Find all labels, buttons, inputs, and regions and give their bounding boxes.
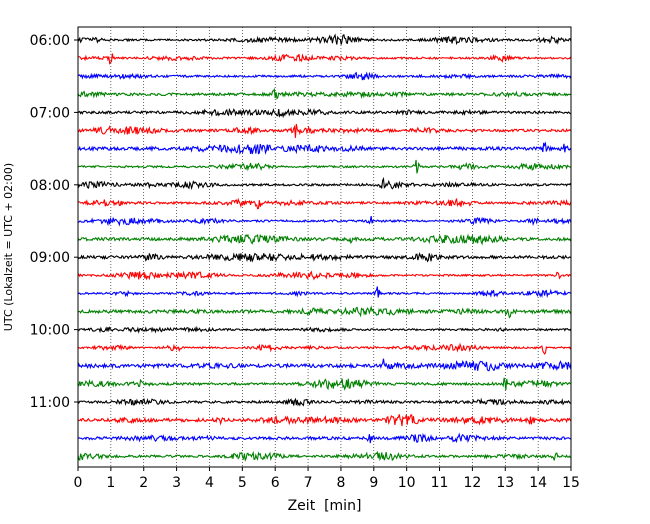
y-tick-label-07:00: 07:00 bbox=[30, 105, 70, 121]
x-tick-label-13: 13 bbox=[496, 475, 514, 491]
x-tick-label-1: 1 bbox=[106, 475, 115, 491]
trace-07:45 bbox=[77, 159, 572, 174]
trace-07:15 bbox=[77, 123, 572, 138]
trace-07:30 bbox=[77, 141, 572, 156]
trace-09:15 bbox=[77, 270, 572, 281]
y-axis-label: UTC (Lokalzeit = UTC + 02:00) bbox=[2, 163, 15, 331]
x-tick-label-14: 14 bbox=[529, 475, 547, 491]
x-tick-label-4: 4 bbox=[205, 475, 214, 491]
x-tick-label-6: 6 bbox=[271, 475, 280, 491]
x-tick-label-15: 15 bbox=[562, 475, 580, 491]
plot-background bbox=[78, 27, 571, 467]
y-axis-ticks: 06:00 07:00 08:00 09:00 10:00 11:00 bbox=[30, 33, 78, 411]
trace-08:30 bbox=[77, 215, 572, 227]
seismogram-traces bbox=[77, 33, 572, 462]
y-tick-label-10:00: 10:00 bbox=[30, 323, 70, 339]
x-tick-label-9: 9 bbox=[369, 475, 378, 491]
trace-11:00 bbox=[77, 397, 572, 407]
trace-08:00 bbox=[77, 176, 572, 191]
plot-frame bbox=[77, 26, 572, 468]
trace-06:15 bbox=[77, 53, 572, 65]
x-axis-label: Zeit [min] bbox=[288, 498, 362, 514]
vertical-gridlines bbox=[110, 27, 539, 467]
x-tick-label-3: 3 bbox=[172, 475, 181, 491]
y-tick-label-11:00: 11:00 bbox=[30, 395, 70, 411]
x-tick-label-8: 8 bbox=[336, 475, 345, 491]
trace-06:00 bbox=[77, 33, 572, 46]
x-tick-label-0: 0 bbox=[74, 475, 83, 491]
trace-09:30 bbox=[77, 286, 572, 299]
trace-07:00 bbox=[77, 108, 572, 119]
y-tick-label-09:00: 09:00 bbox=[30, 250, 70, 266]
x-tick-label-11: 11 bbox=[431, 475, 449, 491]
trace-06:45 bbox=[77, 87, 572, 100]
trace-09:45 bbox=[77, 305, 572, 319]
trace-06:30 bbox=[77, 71, 572, 81]
x-tick-label-10: 10 bbox=[398, 475, 416, 491]
trace-10:45 bbox=[77, 377, 572, 391]
y-tick-label-06:00: 06:00 bbox=[30, 33, 70, 49]
trace-10:15 bbox=[77, 342, 572, 355]
trace-11:45 bbox=[77, 450, 572, 462]
x-tick-label-12: 12 bbox=[463, 475, 481, 491]
trace-09:00 bbox=[77, 252, 572, 263]
trace-08:45 bbox=[77, 233, 572, 246]
x-axis-ticks: 0 1 2 3 4 5 6 7 8 9 10 11 12 13 14 15 bbox=[74, 467, 580, 491]
trace-11:15 bbox=[77, 414, 572, 427]
x-tick-label-7: 7 bbox=[304, 475, 313, 491]
trace-10:30 bbox=[77, 358, 572, 372]
trace-10:00 bbox=[77, 325, 572, 334]
x-tick-label-5: 5 bbox=[238, 475, 247, 491]
x-tick-label-2: 2 bbox=[139, 475, 148, 491]
trace-08:15 bbox=[77, 197, 572, 210]
y-tick-label-08:00: 08:00 bbox=[30, 178, 70, 194]
trace-11:30 bbox=[77, 432, 572, 444]
